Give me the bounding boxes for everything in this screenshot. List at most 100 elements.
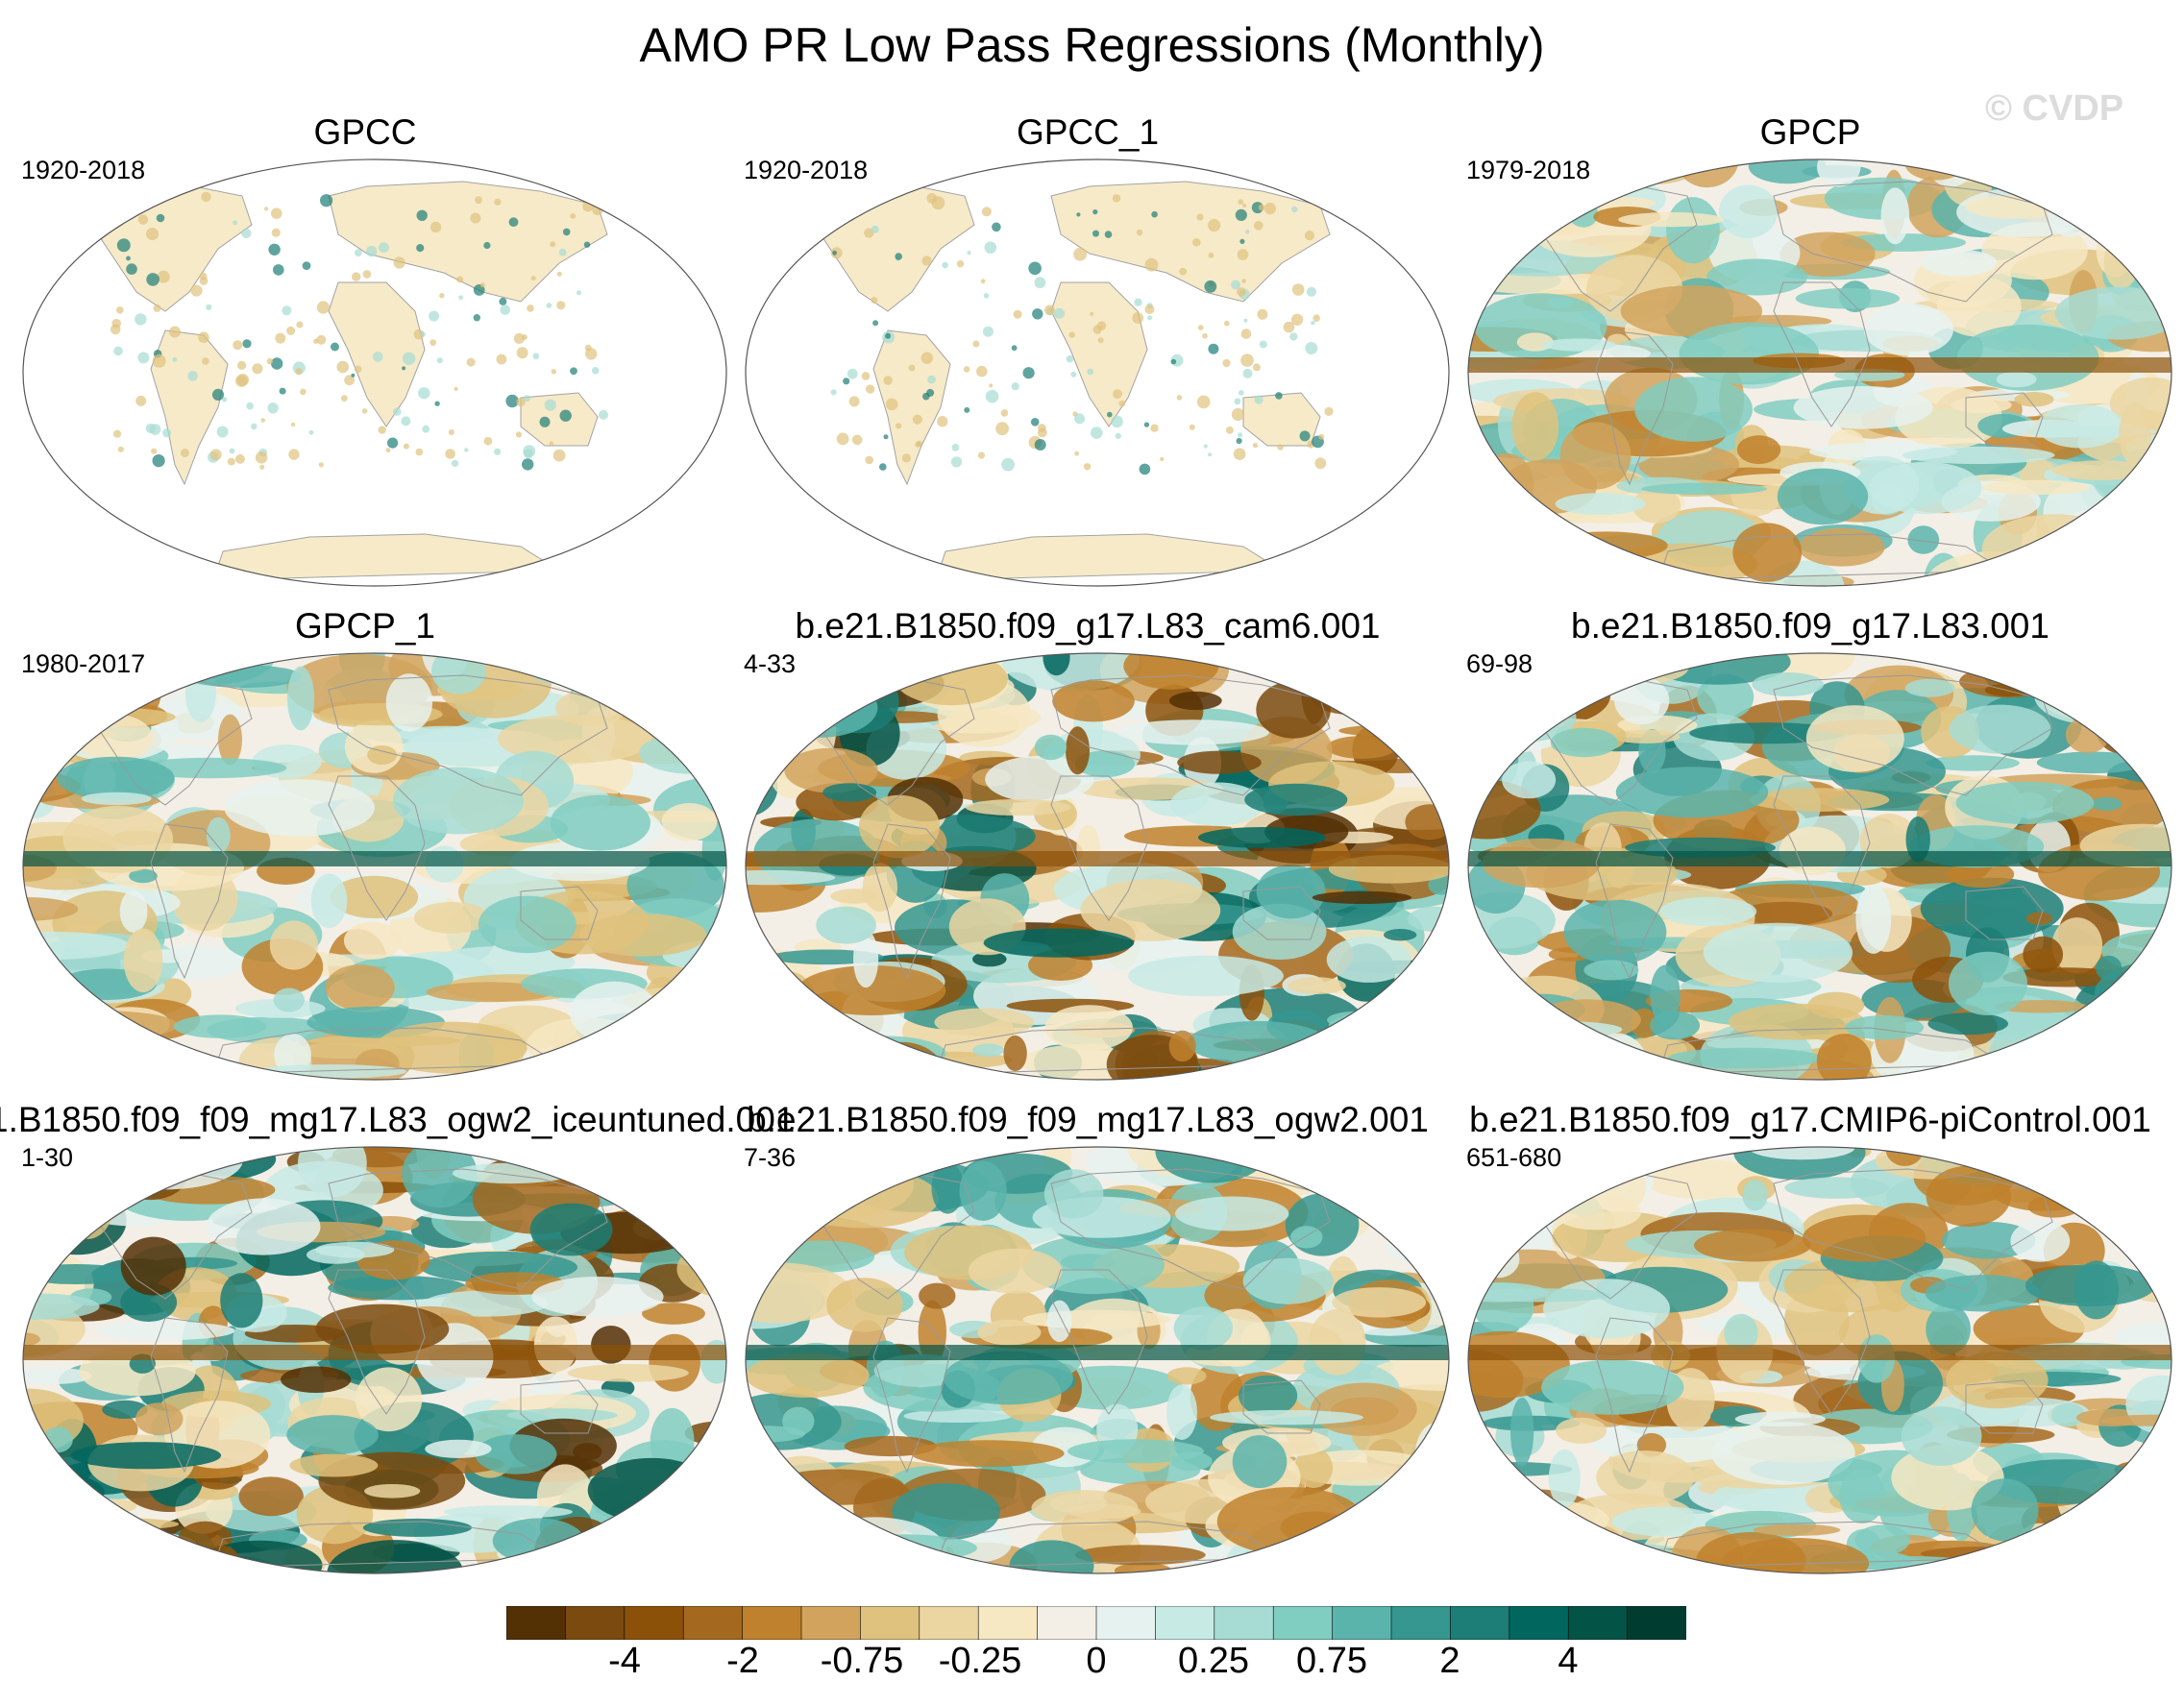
colorbar-tick-label: -4 — [608, 1641, 641, 1681]
panel-years: 1920-2018 — [744, 156, 869, 184]
panel-title: GPCC_1 — [1016, 112, 1160, 152]
panel-title: GPCP_1 — [294, 606, 435, 646]
map-border — [745, 1146, 1450, 1574]
map-panel: b.e21.B1850.f09_f09_mg17.L83_ogw2.001 7-3… — [723, 1100, 1453, 1595]
colorbar-swatch — [1450, 1606, 1510, 1640]
panel-years: 1980-2017 — [21, 649, 146, 678]
map-panel: 1.B1850.f09_f09_mg17.L83_ogw2_iceuntuned… — [0, 1100, 796, 1595]
colorbar-swatch — [682, 1606, 744, 1640]
continent-outline — [328, 1269, 426, 1415]
robinson-map — [22, 1146, 727, 1574]
continent-outline — [328, 674, 608, 796]
continent-outline — [520, 1379, 599, 1434]
map-border — [22, 1146, 727, 1574]
continent-outline — [1242, 1379, 1321, 1434]
continent-outline — [1050, 1168, 1331, 1290]
continent-outline — [1595, 823, 1674, 980]
map-border — [1467, 1146, 2172, 1574]
panel-years: 651-680 — [1466, 1143, 1562, 1172]
continent-outline — [150, 823, 229, 980]
colorbar-swatch — [800, 1606, 862, 1640]
continent-outline — [1050, 674, 1331, 796]
map-panel: b.e21.B1850.f09_g17.CMIP6-piControl.001 6… — [1445, 1100, 2175, 1595]
panel-years: 1-30 — [21, 1143, 74, 1172]
map-border — [22, 652, 727, 1081]
continent-outline — [872, 1317, 951, 1474]
robinson-map — [1467, 158, 2172, 587]
map-border — [745, 652, 1450, 1081]
robinson-map — [745, 158, 1450, 587]
colorbar-swatch — [1390, 1606, 1452, 1640]
continent-outline — [97, 677, 253, 806]
map-border — [745, 158, 1450, 587]
continent-outline — [872, 823, 951, 980]
colorbar-swatch — [1332, 1606, 1392, 1640]
panel-years: 1979-2018 — [1466, 156, 1591, 184]
map-border — [22, 158, 727, 587]
continent-outline — [1050, 1269, 1148, 1415]
panel-years: 7-36 — [744, 1143, 797, 1172]
panel-title: b.e21.B1850.f09_g17.L83_cam6.001 — [795, 606, 1381, 646]
map-panel: GPCP 1979-2018 — [1445, 112, 2175, 607]
continent-outline — [872, 329, 951, 486]
colorbar-tick-label: 0.75 — [1296, 1641, 1367, 1681]
colorbar-tick-label: 2 — [1439, 1641, 1460, 1681]
map-panel: GPCP_1 1980-2017 — [0, 606, 730, 1101]
colorbar-tick-label: -2 — [726, 1641, 759, 1681]
panel-years: 4-33 — [744, 649, 797, 678]
panel-title: b.e21.B1850.f09_f09_mg17.L83_ogw2.001 — [747, 1100, 1429, 1139]
panel-title: GPCC — [313, 112, 417, 152]
colorbar-swatch — [506, 1606, 567, 1640]
colorbar-swatch — [860, 1606, 920, 1640]
colorbar-swatch — [565, 1606, 626, 1640]
continent-outline — [1773, 1168, 2053, 1290]
colorbar — [506, 1606, 1686, 1640]
continent-outline — [1595, 329, 1674, 486]
colorbar-swatch — [977, 1606, 1039, 1640]
continent-outline — [520, 886, 599, 940]
colorbar-swatch — [1627, 1606, 1686, 1640]
continent-outline — [150, 329, 229, 486]
continent-outline — [1050, 281, 1148, 427]
colorbar-tick-label: -0.75 — [820, 1641, 904, 1681]
continent-outline — [820, 677, 975, 806]
robinson-map — [22, 158, 727, 587]
continent-outline — [1773, 775, 1871, 921]
continent-outline — [1773, 674, 2053, 796]
panel-title: b.e21.B1850.f09_g17.L83.001 — [1571, 606, 2049, 646]
colorbar-swatch — [1037, 1606, 1097, 1640]
colorbar-swatch — [742, 1606, 802, 1640]
continent-outline — [1965, 392, 2044, 447]
panel-title: 1.B1850.f09_f09_mg17.L83_ogw2_iceuntuned… — [0, 1100, 796, 1139]
continent-outline — [97, 1171, 253, 1300]
robinson-map — [22, 652, 727, 1081]
colorbar-swatch — [919, 1606, 979, 1640]
map-panel: GPCC 1920-2018 — [0, 112, 730, 607]
robinson-map — [745, 1146, 1450, 1574]
continent-outline — [1542, 1171, 1698, 1300]
colorbar-swatch — [1214, 1606, 1274, 1640]
robinson-map — [745, 652, 1450, 1081]
continent-outline — [1542, 183, 1698, 312]
cvdp-watermark: © CVDP — [1985, 88, 2124, 129]
colorbar-swatch — [1567, 1606, 1629, 1640]
panel-title: GPCP — [1759, 112, 1861, 152]
colorbar-swatch — [1155, 1606, 1215, 1640]
colorbar-swatch — [1095, 1606, 1157, 1640]
colorbar-tick-label: 0 — [1086, 1641, 1107, 1681]
continent-outline — [150, 1317, 229, 1474]
figure-title: AMO PR Low Pass Regressions (Monthly) — [639, 18, 1545, 72]
continent-outline — [1542, 677, 1698, 806]
map-border — [1467, 652, 2172, 1081]
continent-outline — [1050, 775, 1148, 921]
colorbar-tick-label: 4 — [1558, 1641, 1579, 1681]
continent-outline — [1965, 886, 2044, 940]
colorbar-swatch — [1509, 1606, 1570, 1640]
continent-outline — [520, 392, 599, 447]
colorbar-tick-label: 0.25 — [1178, 1641, 1249, 1681]
panel-years: 69-98 — [1466, 649, 1534, 678]
map-panel: b.e21.B1850.f09_g17.L83_cam6.001 4-33 — [723, 606, 1453, 1101]
continent-outline — [1595, 1317, 1674, 1474]
continent-outline — [1773, 181, 2053, 303]
colorbar-swatch — [1272, 1606, 1334, 1640]
